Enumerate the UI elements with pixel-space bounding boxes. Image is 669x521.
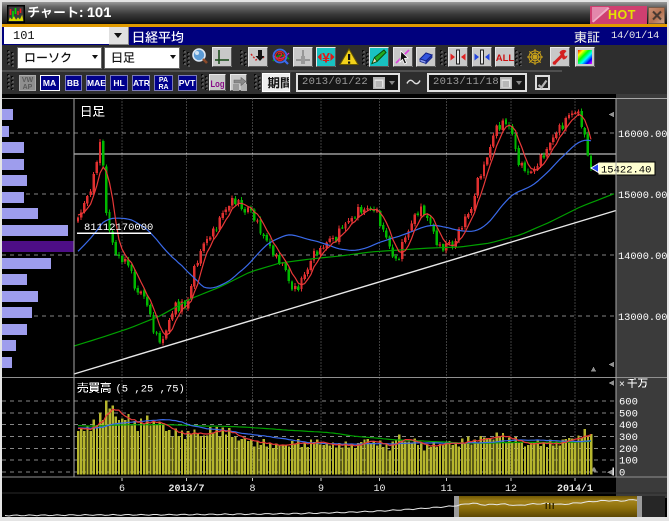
svg-text:100: 100	[619, 456, 638, 468]
svg-text:16000.00: 16000.00	[618, 129, 667, 141]
svg-text:13000.00: 13000.00	[618, 312, 667, 324]
svg-text:11: 11	[440, 484, 452, 495]
svg-text:ALL: ALL	[495, 53, 514, 64]
svg-text:15422.40: 15422.40	[601, 165, 651, 177]
svg-text:300: 300	[619, 432, 638, 444]
svg-text:400: 400	[619, 420, 638, 432]
svg-text:200: 200	[619, 444, 638, 456]
svg-text:6: 6	[119, 484, 125, 495]
svg-text:500: 500	[619, 408, 638, 420]
svg-text:0: 0	[619, 468, 625, 480]
svg-text:81112170000: 81112170000	[84, 222, 153, 234]
svg-text:¥: ¥	[322, 50, 330, 66]
svg-text:2013/7: 2013/7	[168, 483, 204, 495]
svg-text:Log: Log	[210, 79, 224, 90]
svg-text:2: 2	[277, 52, 283, 63]
svg-text:(5 ,25 ,75): (5 ,25 ,75)	[116, 384, 185, 396]
svg-text:9: 9	[318, 484, 324, 495]
svg-text:12: 12	[505, 484, 517, 495]
svg-text:15000.00: 15000.00	[618, 190, 667, 202]
svg-text:10: 10	[373, 484, 385, 495]
svg-text:14000.00: 14000.00	[618, 251, 667, 263]
svg-text:2014/1: 2014/1	[557, 483, 593, 495]
svg-text:×: ×	[619, 379, 625, 390]
svg-text:8: 8	[249, 484, 255, 495]
svg-text:600: 600	[619, 397, 638, 409]
